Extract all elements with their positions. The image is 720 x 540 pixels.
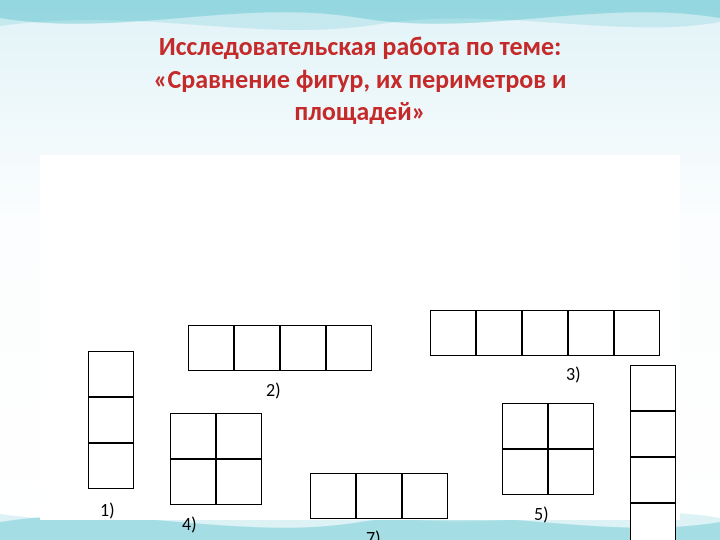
page-title: Исследовательская работа по теме: «Сравн… <box>0 30 720 128</box>
cell <box>630 503 676 540</box>
title-line-2: «Сравнение фигур, их периметров и <box>0 63 720 96</box>
figures-area: 1)2)3)4)5)6)7) <box>40 155 680 520</box>
cell <box>630 457 676 503</box>
title-line-1: Исследовательская работа по теме: <box>0 30 720 63</box>
shape-1 <box>88 351 134 489</box>
cell <box>234 325 280 371</box>
cell <box>502 403 548 449</box>
cell <box>356 473 402 519</box>
cell <box>630 411 676 457</box>
cell <box>568 310 614 356</box>
cell <box>216 459 262 505</box>
title-line-3: площадей» <box>0 95 720 128</box>
shape-label-1: 1) <box>100 499 115 521</box>
shape-4 <box>170 413 262 505</box>
slide: Исследовательская работа по теме: «Сравн… <box>0 0 720 540</box>
cell <box>522 310 568 356</box>
shape-5 <box>502 403 594 495</box>
cell <box>88 397 134 443</box>
shape-label-5: 5) <box>534 503 549 525</box>
cell <box>630 365 676 411</box>
cell <box>502 449 548 495</box>
cell <box>88 351 134 397</box>
cell <box>548 403 594 449</box>
shape-7 <box>310 473 448 519</box>
cell <box>326 325 372 371</box>
shape-6 <box>630 365 676 540</box>
cell <box>170 413 216 459</box>
cell <box>548 449 594 495</box>
shape-3 <box>430 310 660 356</box>
cell <box>216 413 262 459</box>
cell <box>614 310 660 356</box>
cell <box>476 310 522 356</box>
cell <box>430 310 476 356</box>
cell <box>402 473 448 519</box>
cell <box>188 325 234 371</box>
shape-2 <box>188 325 372 371</box>
cell <box>88 443 134 489</box>
cell <box>310 473 356 519</box>
shape-label-7: 7) <box>366 527 381 540</box>
shape-label-4: 4) <box>182 513 197 535</box>
shape-label-2: 2) <box>266 379 281 401</box>
cell <box>170 459 216 505</box>
cell <box>280 325 326 371</box>
shape-label-3: 3) <box>566 363 581 385</box>
